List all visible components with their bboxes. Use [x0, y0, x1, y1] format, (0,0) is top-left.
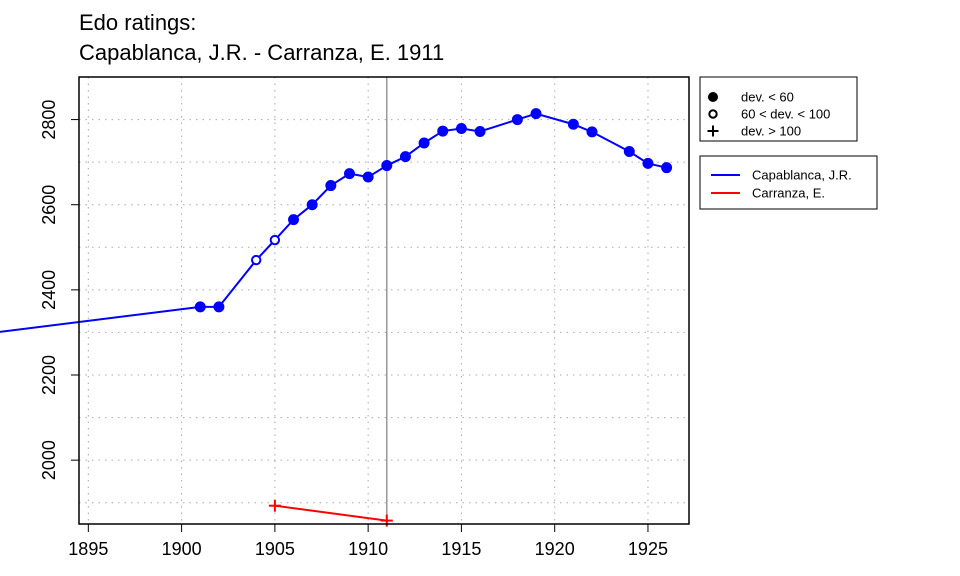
series-markers — [194, 108, 673, 527]
x-tick-label: 1905 — [255, 539, 295, 559]
series-legend: Capablanca, J.R. Carranza, E. — [699, 155, 878, 210]
data-point — [474, 125, 486, 137]
data-point — [567, 118, 579, 130]
data-point — [288, 214, 300, 226]
marker-legend-label: dev. > 100 — [741, 124, 801, 139]
marker-legend-label: dev. < 60 — [741, 90, 794, 105]
y-axis: 2000 2200 2400 2600 2800 — [39, 100, 80, 480]
data-point — [269, 234, 281, 246]
marker-legend-box — [699, 76, 858, 142]
y-tick-label: 2800 — [39, 100, 59, 140]
data-point — [251, 254, 262, 266]
series-legend-box — [699, 155, 878, 210]
data-point — [399, 151, 411, 163]
data-point — [381, 160, 393, 172]
chart-title-line-2: Capablanca, J.R. - Carranza, E. 1911 — [79, 40, 445, 65]
data-point — [623, 146, 635, 157]
marker-legend-symbol — [708, 109, 718, 119]
x-tick-label: 1915 — [441, 539, 481, 559]
data-point — [325, 180, 337, 192]
data-point — [511, 114, 523, 126]
data-point — [437, 125, 449, 137]
data-point — [586, 126, 598, 138]
data-point — [642, 157, 654, 169]
x-tick-label: 1925 — [628, 539, 668, 559]
x-tick-label: 1900 — [162, 539, 202, 559]
x-tick-label: 1895 — [68, 539, 108, 559]
y-tick-label: 2000 — [39, 440, 59, 480]
x-tick-label: 1920 — [535, 539, 575, 559]
grid-lines — [79, 77, 689, 524]
marker-legend-symbol — [707, 125, 719, 137]
series-legend-label: Carranza, E. — [752, 186, 825, 201]
y-tick-label: 2200 — [39, 355, 59, 395]
series-legend-label: Capablanca, J.R. — [752, 168, 852, 183]
data-point — [268, 499, 281, 512]
plot-border — [78, 76, 690, 525]
data-point — [194, 301, 206, 313]
data-point — [306, 199, 318, 211]
data-point — [661, 162, 673, 174]
x-axis: 1895 1900 1905 1910 1915 1920 1925 — [68, 523, 668, 559]
data-point — [530, 108, 542, 120]
series-line-2 — [274, 504, 387, 522]
y-tick-label: 2400 — [39, 270, 59, 310]
marker-legend-symbol — [708, 92, 718, 102]
data-point — [213, 301, 225, 313]
data-point — [343, 168, 355, 180]
data-point — [380, 514, 393, 527]
series-lines — [0, 112, 667, 522]
x-tick-label: 1910 — [348, 539, 388, 559]
y-tick-label: 2600 — [39, 185, 59, 225]
data-point — [455, 123, 467, 135]
marker-legend-label: 60 < dev. < 100 — [741, 107, 830, 122]
series-line-1 — [0, 112, 667, 333]
data-point — [362, 171, 374, 183]
marker-legend: dev. < 60 60 < dev. < 100 dev. > 100 — [699, 76, 858, 142]
data-point — [418, 137, 430, 149]
chart-title-line-1: Edo ratings: — [79, 10, 197, 35]
